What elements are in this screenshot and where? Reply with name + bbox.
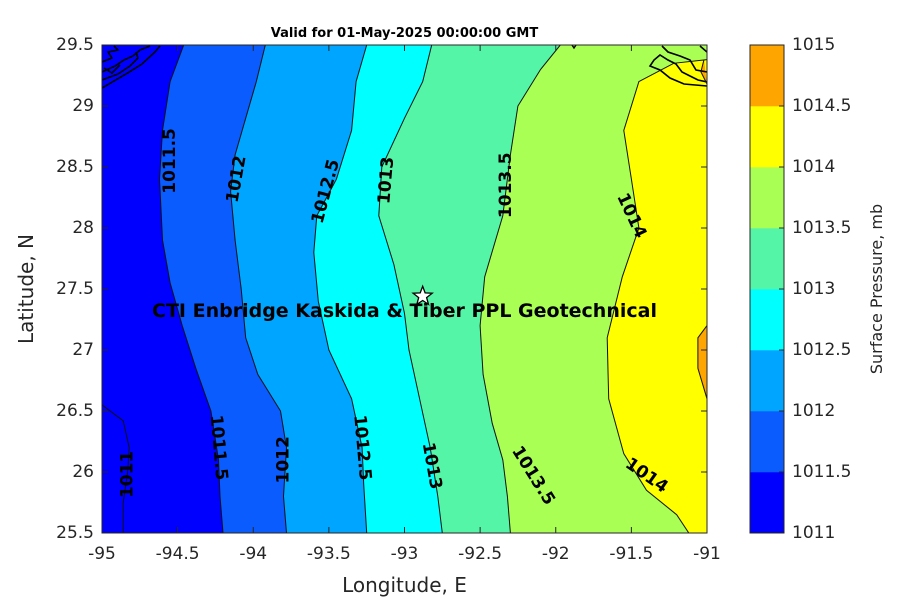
y-tick-label: 29 <box>72 96 94 116</box>
x-tick-label: -93 <box>391 544 419 564</box>
chart-title: Valid for 01-May-2025 00:00:00 GMT <box>271 26 539 41</box>
contour-line-1014 <box>606 59 707 533</box>
x-tick-label: -95 <box>88 544 116 564</box>
y-tick-label: 27 <box>72 340 94 360</box>
y-tick-label: 28.5 <box>56 157 94 177</box>
fill-band-1014 <box>607 45 707 533</box>
contour-line-1013 <box>378 45 443 533</box>
contour-line-1014.5 <box>700 59 707 85</box>
y-tick-label: 26.5 <box>56 401 94 421</box>
coastline-layer <box>102 45 707 89</box>
y-tick-label: 28 <box>72 218 94 238</box>
colorbar-segment <box>750 45 784 107</box>
contour-line-1013.5 <box>479 45 561 533</box>
y-tick-label: 25.5 <box>56 523 94 543</box>
coastline-east <box>648 45 707 87</box>
coastline-top <box>571 45 577 50</box>
contour-lines-layer <box>102 45 707 533</box>
x-tick-label: -94.5 <box>156 544 200 564</box>
y-tick-label: 27.5 <box>56 279 94 299</box>
project-annotation: CTI Enbridge Kaskida & Tiber PPL Geotech… <box>152 300 657 322</box>
colorbar-tick-label: 1013.5 <box>792 218 851 238</box>
colorbar-segment <box>750 350 784 412</box>
colorbar-segment <box>750 289 784 351</box>
colorbar-tick-label: 1014.5 <box>792 96 851 116</box>
colorbar-segment <box>750 472 784 534</box>
contour-label: 1013.5 <box>496 152 516 218</box>
colorbar-segment <box>750 106 784 168</box>
colorbar-tick-label: 1011.5 <box>792 462 851 482</box>
x-tick-label: -91 <box>693 544 721 564</box>
colorbar-tick-label: 1014 <box>792 157 835 177</box>
y-axis-label: Latitude, N <box>14 234 38 344</box>
contour-line-1014.5 <box>697 325 707 399</box>
contour-label: 1012 <box>274 436 294 483</box>
contour-line-1012.5 <box>313 45 368 533</box>
x-tick-label: -94 <box>239 544 267 564</box>
x-axis-label: Longitude, E <box>342 573 467 597</box>
contour-label: 1011.5 <box>160 128 180 194</box>
x-tick-label: -91.5 <box>609 544 653 564</box>
annotation-layer: CTI Enbridge Kaskida & Tiber PPL Geotech… <box>152 284 657 322</box>
fill-band-1011-pocket <box>102 404 130 533</box>
x-tick-label: -92 <box>542 544 570 564</box>
contour-line-1011.5 <box>158 45 224 533</box>
colorbar-tick-label: 1013 <box>792 279 835 299</box>
y-tick-label: 26 <box>72 462 94 482</box>
colorbar-segment <box>750 167 784 229</box>
colorbar-segment <box>750 228 784 290</box>
colorbar-tick-label: 1015 <box>792 35 835 55</box>
contour-label: 1013 <box>374 156 398 205</box>
y-axis: 25.5 26 26.5 27 27.5 28 28.5 29 29.5 <box>56 35 707 543</box>
colorbar: 1011 1011.5 1012 1012.5 1013 1013.5 1014 1014.5… <box>749 35 851 543</box>
pressure-fill-layer <box>102 45 707 533</box>
fill-band-1014.5-pocket-0 <box>697 325 707 399</box>
contour-line-1012 <box>230 45 288 533</box>
y-tick-label: 29.5 <box>56 35 94 55</box>
contour-label: 1011 <box>118 451 138 498</box>
coastline-west <box>102 45 161 89</box>
colorbar-tick-label: 1012 <box>792 401 835 421</box>
contour-line-1011 <box>102 404 130 533</box>
colorbar-segment <box>750 411 784 473</box>
colorbar-tick-label: 1011 <box>792 523 835 543</box>
x-tick-label: -93.5 <box>307 544 351 564</box>
colorbar-label: Surface Pressure, mb <box>867 204 886 374</box>
x-axis: -95 -94.5 -94 -93.5 -93 -92.5 -92 -91.5 -91 <box>88 45 721 564</box>
colorbar-tick-label: 1012.5 <box>792 340 851 360</box>
x-tick-label: -92.5 <box>458 544 502 564</box>
site-star-marker <box>411 284 434 306</box>
